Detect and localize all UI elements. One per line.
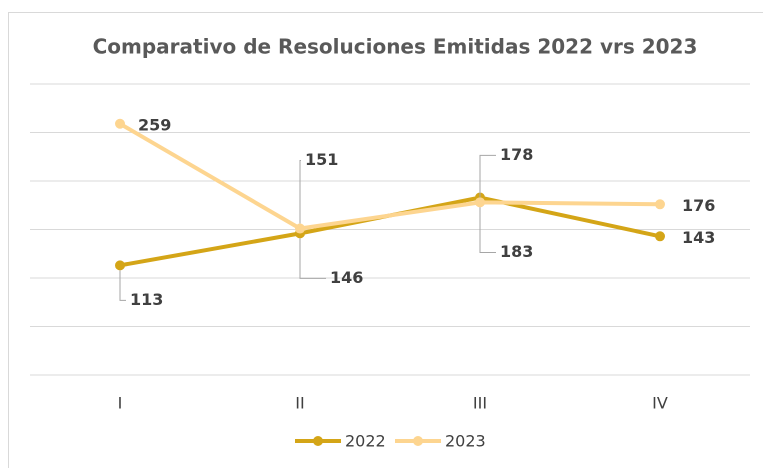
point bbox=[115, 260, 125, 271]
point bbox=[295, 223, 305, 234]
legend-marker bbox=[413, 436, 423, 446]
point bbox=[115, 118, 125, 129]
leader-line bbox=[299, 160, 301, 224]
leader-line bbox=[479, 202, 496, 253]
x-tick-label: IV bbox=[652, 394, 668, 413]
data-label: 146 bbox=[330, 268, 363, 287]
legend-label: 2023 bbox=[445, 432, 486, 451]
data-label: 176 bbox=[682, 196, 715, 215]
point bbox=[475, 197, 485, 208]
series-line bbox=[119, 195, 661, 268]
data-label: 183 bbox=[500, 242, 533, 261]
x-tick-label: II bbox=[295, 394, 304, 413]
leader-line bbox=[299, 238, 326, 279]
data-label: 178 bbox=[500, 145, 533, 164]
series-line bbox=[118, 122, 661, 231]
x-tick-label: I bbox=[118, 394, 123, 413]
leader-line bbox=[479, 154, 496, 198]
data-label: 151 bbox=[305, 150, 338, 169]
data-label: 143 bbox=[682, 228, 715, 247]
leader-line bbox=[119, 270, 126, 301]
data-label: 259 bbox=[138, 115, 171, 134]
x-tick-label: III bbox=[473, 394, 487, 413]
data-label: 113 bbox=[130, 290, 163, 309]
point bbox=[655, 231, 665, 242]
legend-label: 2022 bbox=[345, 432, 386, 451]
chart-frame bbox=[8, 12, 763, 468]
chart-title: Comparativo de Resoluciones Emitidas 202… bbox=[93, 35, 698, 59]
legend-marker bbox=[313, 436, 323, 446]
point bbox=[655, 199, 665, 210]
